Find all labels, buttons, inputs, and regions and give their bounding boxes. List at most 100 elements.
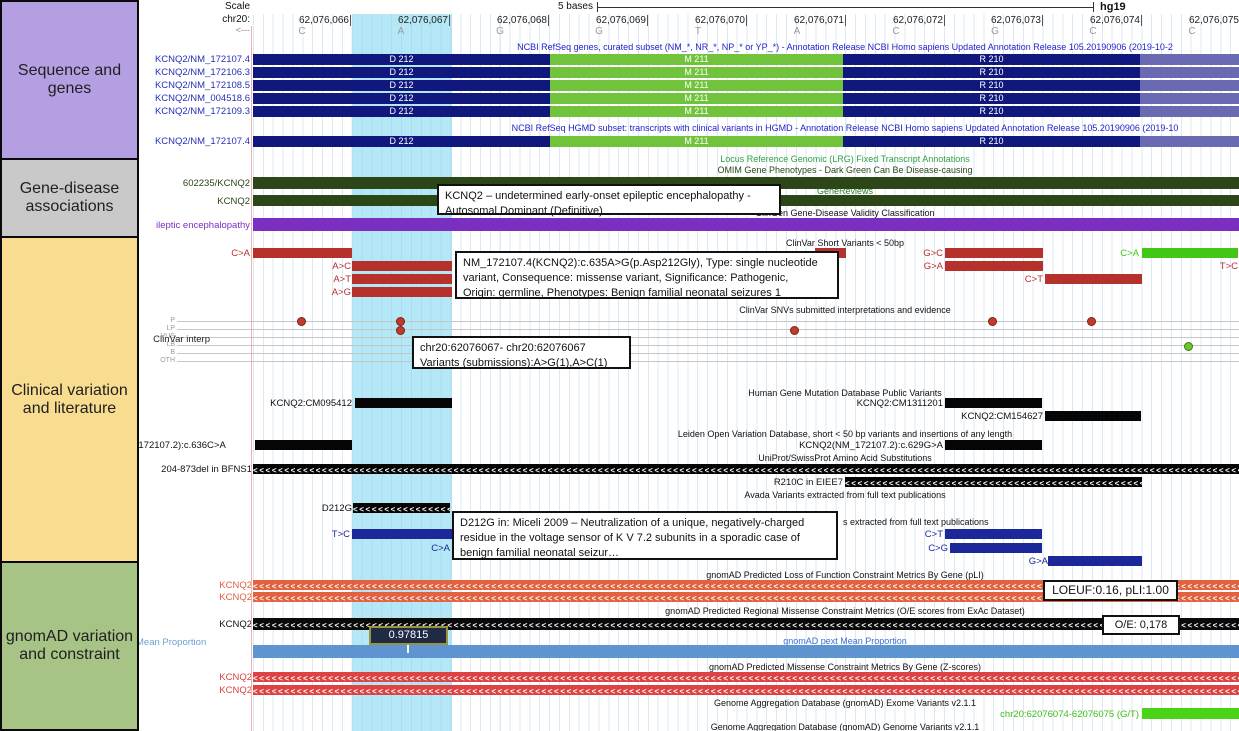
gnomad-pli-label: KCNQ2: [219, 592, 252, 603]
gnomad-exome-bar[interactable]: [1142, 708, 1239, 719]
gnomad-z-label: KCNQ2: [219, 685, 252, 696]
interp-dot-likely-pathogenic[interactable]: [396, 326, 405, 335]
gene-bar-m211[interactable]: M 211: [550, 106, 843, 117]
coordinate-label: 62,076,074: [1062, 15, 1142, 26]
interp-dot-likely-benign[interactable]: [1184, 342, 1193, 351]
uniprot-label: 204-873del in BFNS1: [161, 464, 252, 475]
gene-bar-r210[interactable]: R 210: [843, 136, 1140, 147]
gene-bar-m211[interactable]: M 211: [550, 80, 843, 91]
avada-bar[interactable]: [1048, 556, 1142, 566]
coordinate-label: 62,076,069: [568, 15, 648, 26]
scale-ruler-tick: [1093, 2, 1094, 12]
sequence-highlight-band: [352, 14, 452, 731]
clinvar-bar[interactable]: [352, 274, 452, 284]
hgmd-bar[interactable]: [1045, 411, 1141, 421]
sidebar-section-gene-disease: Gene-disease associations: [0, 158, 139, 238]
gene-disease-callout: KCNQ2 – undetermined early-onset epilept…: [437, 184, 781, 217]
clinvar-interp-label: ClinVar interp: [153, 334, 210, 345]
clinvar-bar[interactable]: [945, 248, 1043, 258]
sidebar-section-clinical-variation: Clinical variation and literature: [0, 236, 139, 563]
base-letter: C: [298, 26, 306, 37]
gene-bar-d212[interactable]: D 212: [253, 93, 550, 104]
uniprot-bar[interactable]: [253, 464, 1239, 474]
clinvar-label: G>A: [923, 261, 943, 272]
gene-bar-d212[interactable]: D 212: [253, 67, 550, 78]
clinvar-bar[interactable]: [352, 261, 452, 271]
coordinate-label: 62,076,070: [667, 15, 747, 26]
gnomad-oe-label: KCNQ2: [219, 619, 252, 630]
interp-dot-pathogenic[interactable]: [396, 317, 405, 326]
clingen-bar[interactable]: [253, 218, 1239, 231]
gene-bar-r210[interactable]: R 210: [843, 106, 1140, 117]
avada-bar[interactable]: [945, 529, 1042, 539]
interp-callout: chr20:62076067- chr20:62076067 Variants …: [412, 336, 631, 369]
lovd-bar[interactable]: [945, 440, 1042, 450]
interp-dot-pathogenic[interactable]: [1087, 317, 1096, 326]
gene-bar-m211[interactable]: M 211: [550, 136, 843, 147]
avada-bar[interactable]: [352, 529, 452, 539]
gene-bar-m211[interactable]: M 211: [550, 67, 843, 78]
clinvar-bar-benign[interactable]: [1142, 248, 1238, 258]
gene-bar-utr[interactable]: [1140, 54, 1239, 65]
interp-dot-likely-pathogenic[interactable]: [790, 326, 799, 335]
hgmd-bar[interactable]: [355, 398, 452, 408]
clinvar-bar[interactable]: [945, 261, 1043, 271]
gene-bar-d212[interactable]: D 212: [253, 80, 550, 91]
gene-bar-utr[interactable]: [1140, 106, 1239, 117]
gene-bar-d212[interactable]: D 212: [253, 136, 550, 147]
lovd-bar[interactable]: [255, 440, 352, 450]
strand-direction-arrow: <---: [235, 25, 250, 35]
coordinate-label: 62,076,073: [963, 15, 1043, 26]
gene-bar-r210[interactable]: R 210: [843, 93, 1140, 104]
track-title-refseq-curated: NCBI RefSeq genes, curated subset (NM_*,…: [517, 42, 1173, 52]
gene-bar-m211[interactable]: M 211: [550, 93, 843, 104]
avada-label: C>G: [928, 543, 948, 554]
avada-label: G>A: [1028, 556, 1048, 567]
gene-bar-utr[interactable]: [1140, 67, 1239, 78]
clinvar-label: C>T: [1024, 274, 1043, 285]
gene-label: KCNQ2/NM_172108.5: [154, 80, 250, 91]
gene-bar-r210[interactable]: R 210: [843, 54, 1140, 65]
track-title-gnomad-pext: gnomAD pext Mean Proportion: [783, 636, 907, 646]
gene-bar-utr[interactable]: [1140, 136, 1239, 147]
track-title-hgmd: Human Gene Mutation Database Public Vari…: [748, 388, 942, 398]
clinvar-bar[interactable]: [253, 248, 352, 258]
interp-axis-label: VUS: [160, 333, 175, 340]
gnomad-pli-bar[interactable]: [253, 592, 1239, 602]
scale-ruler-label: 5 bases: [557, 1, 593, 12]
interp-dot-pathogenic[interactable]: [988, 317, 997, 326]
base-letter: C: [1089, 26, 1097, 37]
gnomad-pli-bar[interactable]: [253, 580, 1239, 590]
avada-bar[interactable]: [353, 503, 450, 513]
gnomad-z-bar[interactable]: [253, 672, 1239, 682]
track-title-clingen: ClinGen Gene-Disease Validity Classifica…: [755, 208, 935, 218]
avada-bar[interactable]: [950, 543, 1042, 553]
gene-bar-m211[interactable]: M 211: [550, 54, 843, 65]
track-title-gnomad-exome: Genome Aggregation Database (gnomAD) Exo…: [714, 698, 976, 708]
pext-bar[interactable]: [253, 645, 1239, 658]
scale-ruler-line: [597, 7, 1094, 8]
uniprot-bar[interactable]: [845, 477, 1142, 487]
clinvar-bar[interactable]: [1045, 274, 1142, 284]
gene-bar-d212[interactable]: D 212: [253, 54, 550, 65]
base-letter: T: [694, 26, 702, 37]
coordinate-label: 62,076,072: [865, 15, 945, 26]
clingen-label: ileptic encephalopathy: [155, 220, 250, 231]
sidebar-section-gnomad: gnomAD variation and constraint: [0, 561, 139, 731]
gene-bar-r210[interactable]: R 210: [843, 80, 1140, 91]
scale-ruler-tick: [597, 2, 598, 12]
hgmd-bar[interactable]: [945, 398, 1042, 408]
genereviews-label: KCNQ2: [217, 196, 250, 207]
gene-bar-d212[interactable]: D 212: [253, 106, 550, 117]
gnomad-z-bar[interactable]: [253, 685, 1239, 695]
gnomad-oe-bar[interactable]: [253, 618, 1239, 630]
clinvar-bar[interactable]: [352, 287, 452, 297]
interp-dot-pathogenic[interactable]: [297, 317, 306, 326]
coordinate-label: 62,076,071: [766, 15, 846, 26]
gene-bar-utr[interactable]: [1140, 80, 1239, 91]
gene-bar-r210[interactable]: R 210: [843, 67, 1140, 78]
gene-bar-utr[interactable]: [1140, 93, 1239, 104]
gnomad-pli-label: KCNQ2: [219, 580, 252, 591]
interp-axis-label: OTH: [160, 357, 175, 364]
